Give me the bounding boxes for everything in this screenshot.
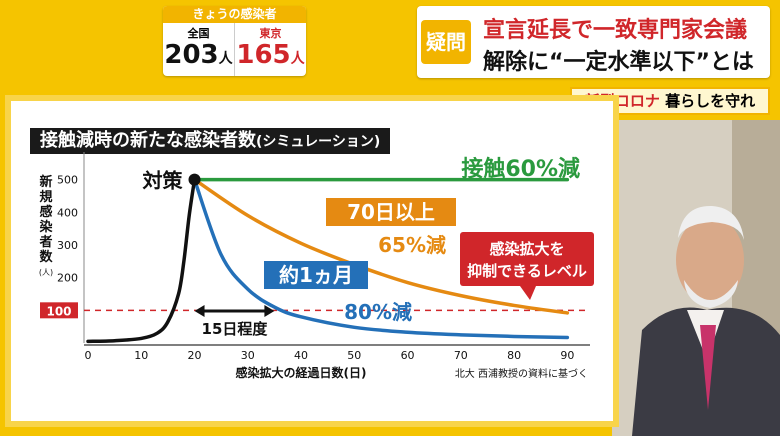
tokyo-count: 東京 165人 [234,23,306,76]
commentator-photo [612,120,780,436]
commentator-illustration [612,120,780,436]
chart-title-sub: (シミュレーション) [256,134,381,150]
question-badge: 疑問 [421,20,471,64]
daily-count-box: きょうの感染者 全国 203人 東京 165人 [163,6,306,76]
daily-count-title: きょうの感染者 [163,6,306,23]
headline-line1: 宣言延長で一致専門家会議 [483,18,748,43]
national-count: 全国 203人 [163,23,234,76]
national-value: 203 [164,40,219,70]
national-label: 全国 [187,27,210,40]
headline-line2: 解除に“一定水準以下”とは [483,50,754,75]
tokyo-label: 東京 [259,27,282,40]
national-unit: 人 [218,51,233,67]
headline-box: 疑問 宣言延長で一致専門家会議 解除に“一定水準以下”とは [417,6,770,78]
chart-title-main: 接触減時の新たな感染者数 [40,130,256,151]
tokyo-unit: 人 [290,51,305,67]
corona-tag-rest: 暮らしを守れ [659,92,756,110]
tokyo-value: 165 [236,40,291,70]
chart-title: 接触減時の新たな感染者数(シミュレーション) [30,128,391,154]
